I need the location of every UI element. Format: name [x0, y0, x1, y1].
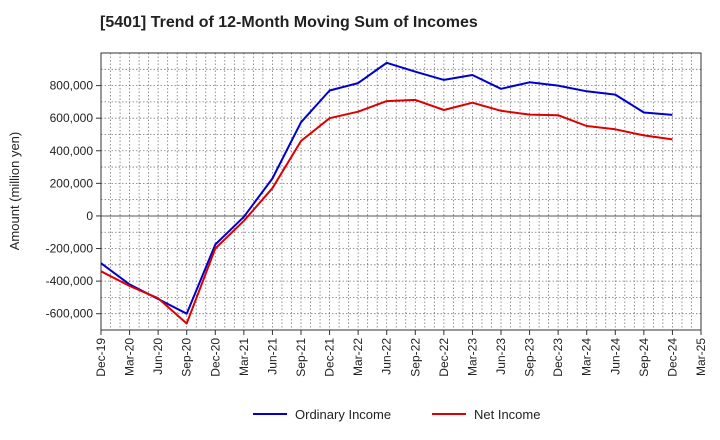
y-axis-title: Amount (million yen) — [7, 132, 22, 251]
x-tick-label: Jun-24 — [608, 338, 622, 375]
legend-label: Ordinary Income — [295, 407, 391, 422]
y-tick-label: -600,000 — [46, 307, 94, 321]
x-tick-label: Jun-22 — [380, 338, 394, 375]
y-tick-label: -400,000 — [46, 274, 94, 288]
x-tick-label: Sep-21 — [294, 338, 308, 377]
x-tick-label: Dec-21 — [323, 338, 337, 377]
x-tick-label: Mar-23 — [465, 338, 479, 376]
x-tick-label: Mar-20 — [123, 338, 137, 376]
y-tick-label: 0 — [86, 209, 93, 223]
legend-label: Net Income — [474, 407, 540, 422]
x-tick-label: Sep-23 — [523, 338, 537, 377]
x-tick-label: Jun-23 — [494, 338, 508, 375]
x-tick-label: Sep-22 — [408, 338, 422, 377]
y-tick-label: 600,000 — [50, 111, 94, 125]
x-tick-label: Sep-24 — [637, 338, 651, 377]
x-tick-label: Sep-20 — [180, 338, 194, 377]
x-tick-label: Jun-20 — [151, 338, 165, 375]
series-line-ordinary-income — [100, 61, 673, 315]
x-tick-label: Jun-21 — [265, 338, 279, 375]
x-tick-label: Mar-24 — [580, 338, 594, 376]
legend: Ordinary Income Net Income — [253, 407, 540, 422]
x-tick-label: Dec-19 — [94, 338, 108, 377]
series-lines — [100, 61, 673, 325]
y-tick-label: 200,000 — [50, 176, 94, 190]
series-line-net-income — [100, 98, 673, 325]
x-tick-label: Dec-24 — [665, 338, 679, 377]
y-axis-ticks: -600,000 -400,000 -200,000 0 200,000 400,000 6… — [46, 79, 101, 321]
x-tick-label: Mar-25 — [694, 338, 708, 376]
x-tick-label: Mar-22 — [351, 338, 365, 376]
x-tick-label: Dec-22 — [437, 338, 451, 377]
y-tick-label: -200,000 — [46, 242, 94, 256]
plot-area-frame — [100, 52, 702, 331]
chart-title: [5401] Trend of 12-Month Moving Sum of I… — [100, 14, 478, 31]
y-tick-label: 400,000 — [50, 144, 94, 158]
x-tick-label: Mar-21 — [237, 338, 251, 376]
x-axis-ticks: Dec-19 Mar-20 Jun-20 Sep-20 Dec-20 Mar-21 Jun-… — [94, 330, 708, 377]
x-tick-label: Dec-20 — [208, 338, 222, 377]
y-tick-label: 800,000 — [50, 79, 94, 93]
x-tick-label: Dec-23 — [551, 338, 565, 377]
